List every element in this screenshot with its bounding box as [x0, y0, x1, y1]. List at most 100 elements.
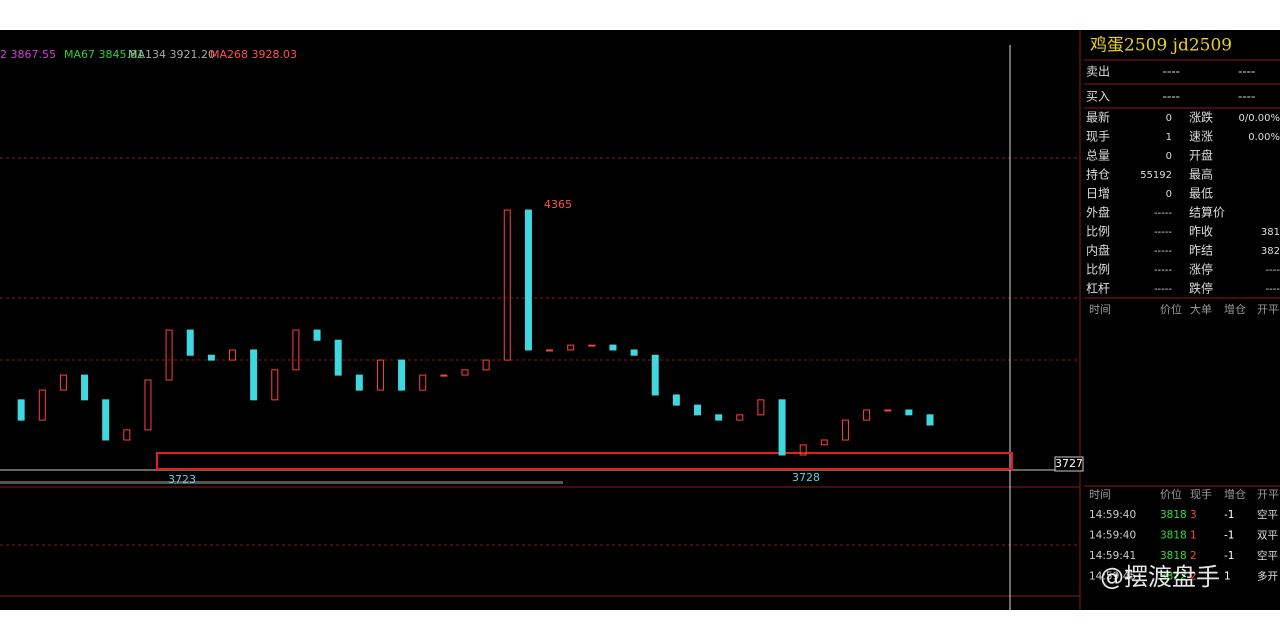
- trade-cell: 14:59:40: [1089, 530, 1136, 542]
- low-label: 3728: [792, 471, 820, 484]
- candle: [335, 340, 341, 375]
- quote-label: 开盘: [1189, 148, 1213, 163]
- scrollbar[interactable]: [0, 481, 563, 484]
- quote-label: 最高: [1189, 167, 1213, 182]
- candle: [525, 210, 531, 350]
- quote-value: ----: [1266, 265, 1280, 276]
- contract-title: 鸡蛋2509 jd2509: [1090, 36, 1232, 56]
- watermark: @摆渡盘手: [1100, 563, 1220, 591]
- quote-label: 昨收: [1189, 225, 1213, 239]
- candle: [208, 355, 214, 360]
- quote-label: 现手: [1086, 130, 1110, 144]
- quote-label: 最低: [1189, 187, 1213, 201]
- quote-label: 总量: [1086, 149, 1110, 163]
- candle: [547, 350, 553, 351]
- quote-value: -----: [1154, 246, 1172, 257]
- quote-cell: ----: [1238, 65, 1255, 79]
- quote-label: 内盘: [1086, 243, 1110, 258]
- column-header: 开平: [1257, 303, 1279, 316]
- quote-value: 0: [1166, 189, 1172, 200]
- high-label: 4365: [544, 198, 572, 211]
- trade-cell: 双平: [1257, 530, 1278, 542]
- trade-cell: 14:59:41: [1089, 550, 1136, 562]
- trade-cell: -1: [1224, 530, 1234, 542]
- quote-value: ----: [1266, 284, 1280, 295]
- trade-cell: 2: [1190, 550, 1197, 562]
- quote-label: 最新: [1086, 110, 1110, 125]
- ma-label: MA134 3921.20: [128, 48, 215, 61]
- quote-label: 涨跌: [1189, 110, 1213, 125]
- quote-label: 杠杆: [1086, 281, 1110, 296]
- quote-value: 381: [1261, 227, 1280, 238]
- quote-value: 1: [1166, 132, 1172, 143]
- column-header: 增仓: [1224, 487, 1246, 501]
- ma-legend: 2 3867.55 MA67 3845.81 MA134 3921.20 MA2…: [0, 48, 297, 61]
- quote-cell: 卖出: [1086, 65, 1110, 79]
- trade-cell: 3818: [1160, 509, 1187, 521]
- column-header: 增仓: [1224, 302, 1246, 316]
- candle: [695, 405, 701, 415]
- trade-cell: 14:59:40: [1089, 509, 1136, 521]
- trade-cell: 1: [1224, 571, 1231, 583]
- quote-value: -----: [1154, 265, 1172, 276]
- quote-cell: ----: [1238, 90, 1255, 104]
- quote-label: 日增: [1086, 187, 1110, 201]
- trade-cell: 3818: [1160, 530, 1187, 542]
- candle: [716, 415, 722, 420]
- candle: [589, 345, 595, 346]
- column-header: 价位: [1160, 302, 1182, 316]
- quote-cell: ----: [1163, 65, 1180, 79]
- candle: [103, 400, 109, 440]
- trade-cell: 空平: [1257, 508, 1278, 521]
- quote-value: 0/0.00%: [1239, 113, 1280, 124]
- trade-cell: -1: [1224, 509, 1234, 521]
- candle: [779, 400, 785, 455]
- quote-cell: ----: [1163, 90, 1180, 104]
- quote-value: -----: [1154, 227, 1172, 238]
- quote-label: 比例: [1086, 225, 1110, 239]
- column-header: 现手: [1190, 487, 1212, 501]
- candle: [673, 395, 679, 405]
- candle: [356, 375, 362, 390]
- quote-cell: 买入: [1086, 90, 1110, 104]
- candle: [251, 350, 257, 400]
- candle: [927, 415, 933, 425]
- quote-label: 昨结: [1189, 244, 1213, 258]
- quote-value: 382: [1261, 246, 1280, 257]
- candle: [610, 345, 616, 350]
- candle: [82, 375, 88, 400]
- column-header: 大单: [1190, 302, 1212, 316]
- ma-label: 2 3867.55: [0, 48, 56, 61]
- price-tag-label: 3727: [1055, 457, 1083, 470]
- quote-value: 0.00%: [1248, 132, 1280, 143]
- candle: [399, 360, 405, 390]
- column-header: 时间: [1089, 488, 1111, 501]
- trade-cell: -1: [1224, 550, 1234, 562]
- candle: [885, 410, 891, 411]
- quote-value: 0: [1166, 151, 1172, 162]
- column-header: 价位: [1160, 487, 1182, 501]
- candle: [314, 330, 320, 340]
- candle: [652, 355, 658, 395]
- column-header: 时间: [1089, 303, 1111, 316]
- quote-label: 外盘: [1086, 205, 1110, 220]
- quote-label: 速涨: [1189, 129, 1213, 144]
- low-label: 3723: [168, 473, 196, 486]
- trade-cell: 多开: [1257, 570, 1278, 583]
- quote-label: 比例: [1086, 263, 1110, 277]
- candle: [631, 350, 637, 355]
- trade-cell: 3818: [1160, 550, 1187, 562]
- candle: [906, 410, 912, 415]
- ma-label: MA268 3928.03: [210, 48, 297, 61]
- quote-label: 涨停: [1189, 262, 1213, 277]
- quote-label: 跌停: [1189, 281, 1213, 296]
- quote-value: -----: [1154, 208, 1172, 219]
- trade-cell: 空平: [1257, 549, 1278, 562]
- quote-label: 结算价: [1189, 205, 1225, 220]
- candle: [441, 375, 447, 376]
- quote-value: 0: [1166, 113, 1172, 124]
- quote-value: 55192: [1140, 170, 1172, 181]
- candle: [187, 330, 193, 355]
